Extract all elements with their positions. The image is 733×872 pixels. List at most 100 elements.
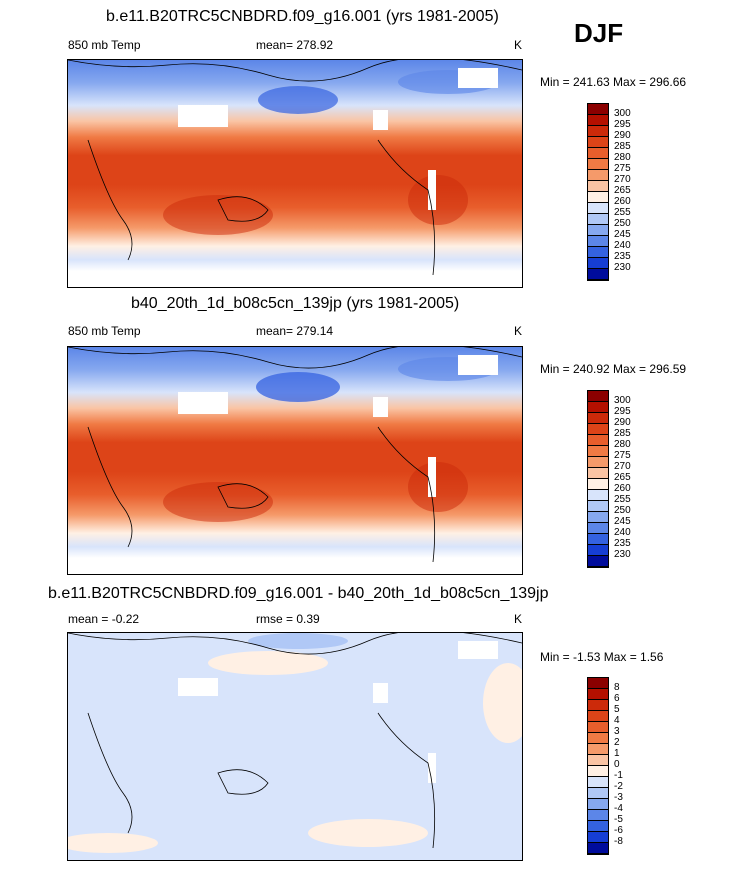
panel1-colorbar-tick-label: 260	[614, 196, 631, 207]
panel2-masked-tibet	[178, 392, 228, 414]
panel3-units-label: K	[514, 612, 523, 626]
panel2-colorbar-swatch	[588, 534, 608, 545]
panel1-map	[67, 59, 523, 288]
panel3-colorbar-swatch	[588, 711, 608, 722]
panel1-masked-rockies	[373, 110, 388, 130]
panel3-colorbar-swatch	[588, 832, 608, 843]
panel1-colorbar-swatch	[588, 269, 608, 280]
panel3-rmse-label: rmse = 0.39	[256, 612, 320, 626]
panel3-colorbar-tick-label: 5	[614, 704, 620, 715]
panel3-colorbar-tick-label: 6	[614, 693, 620, 704]
panel3-minmax-label: Min = -1.53 Max = 1.56	[540, 650, 664, 664]
panel3-colorbar-tick-label: 2	[614, 737, 620, 748]
panel1-colorbar-tick-label: 265	[614, 185, 631, 196]
panel1-colorbar-tick-label: 240	[614, 240, 631, 251]
panel2-coastline-americas	[377, 426, 436, 563]
panel3-colorbar-tick-label: 3	[614, 726, 620, 737]
panel2-colorbar-swatch	[588, 446, 608, 457]
panel1-colorbar-swatch	[588, 225, 608, 236]
panel2-colorbar-swatch	[588, 435, 608, 446]
panel3-colorbar-swatch	[588, 722, 608, 733]
panel3-positive-south	[308, 819, 428, 847]
panel1-coastline	[68, 60, 522, 82]
panel1-masked-greenland	[458, 68, 498, 88]
panel3-colorbar-tick-label: -4	[614, 803, 623, 814]
panel1-colorbar-tick-label: 275	[614, 163, 631, 174]
panel3-colorbar-tick-label: -1	[614, 770, 623, 781]
panel3-colorbar-tick-label: 0	[614, 759, 620, 770]
panel3-colorbar-swatch	[588, 733, 608, 744]
panel2-colorbar-tick-label: 255	[614, 494, 631, 505]
panel1-colorbar-swatch	[588, 203, 608, 214]
panel2-colorbar-tick-label: 235	[614, 538, 631, 549]
panel2-colorbar-swatch	[588, 545, 608, 556]
panel3-colorbar-swatch	[588, 744, 608, 755]
panel2-masked-greenland	[458, 355, 498, 375]
panel1-minmax-label: Min = 241.63 Max = 296.66	[540, 75, 687, 89]
panel1-colorbar-swatch	[588, 192, 608, 203]
panel1-colorbar-tick-label: 290	[614, 130, 631, 141]
panel1-siberia-cold	[258, 86, 338, 114]
panel1-coastline-australia	[217, 196, 269, 222]
panel1-mean-label: mean= 278.92	[256, 38, 334, 52]
panel2-colorbar-tick-label: 250	[614, 505, 631, 516]
panel2-colorbar-tick-label: 240	[614, 527, 631, 538]
panel2-map	[67, 346, 523, 575]
panel2-colorbar-tick-label: 265	[614, 472, 631, 483]
panel1-colorbar-swatch	[588, 115, 608, 126]
panel1-masked-andes	[428, 170, 436, 210]
panel2-colorbar-swatch	[588, 501, 608, 512]
panel2-colorbar-tick-label: 230	[614, 549, 631, 560]
panel1-colorbar-swatch	[588, 137, 608, 148]
panel3-mean-label: mean = -0.22	[68, 612, 140, 626]
panel2-colorbar-tick-label: 290	[614, 417, 631, 428]
panel1-colorbar-swatch	[588, 104, 608, 115]
panel1-title: b.e11.B20TRC5CNBDRD.f09_g16.001 (yrs 198…	[106, 8, 499, 25]
panel2-colorbar-tick-label: 275	[614, 450, 631, 461]
panel3-colorbar-tick-label: -2	[614, 781, 623, 792]
panel2-masked-rockies	[373, 397, 388, 417]
panel1-colorbar-swatch	[588, 236, 608, 247]
panel1-tropics-warm	[163, 195, 273, 235]
panel3-masked-tibet	[178, 678, 218, 696]
panel3-colorbar-tick-label: 1	[614, 748, 620, 759]
panel3-positive-southwest	[68, 833, 158, 853]
panel3-masked-greenland	[458, 641, 498, 659]
panel2-colorbar: 300 295 290 285 280 275 270 265 260 255 250 245 240 2…	[587, 390, 631, 568]
panel3-colorbar-swatch	[588, 766, 608, 777]
panel2-variable-label: 850 mb Temp	[68, 324, 141, 338]
panel2-colorbar-swatch	[588, 468, 608, 479]
panel1-colorbar-tick-label: 280	[614, 152, 631, 163]
panel1-colorbar-swatch	[588, 247, 608, 258]
panel2-colorbar-tick-label: 245	[614, 516, 631, 527]
panel1-colorbar-tick-label: 300	[614, 108, 631, 119]
panel3-colorbar-tick-label: 8	[614, 682, 620, 693]
panel3-colorbar-tick-label: -6	[614, 825, 623, 836]
panel1-masked-tibet	[178, 105, 228, 127]
panel2-units-label: K	[514, 324, 523, 338]
panel2-colorbar-tick-label: 300	[614, 395, 631, 406]
panel3-colorbar-swatch	[588, 799, 608, 810]
panel3-negative-arctic	[248, 633, 348, 649]
panel2-coastline-australia	[217, 483, 269, 509]
panel3-colorbar-swatch	[588, 821, 608, 832]
panel1-southamerica-warm	[408, 175, 468, 225]
panel3-colorbar-swatch	[588, 810, 608, 821]
panel2-tropics-warm	[163, 482, 273, 522]
panel2-coastline	[68, 347, 522, 369]
panel2-colorbar-swatch	[588, 512, 608, 523]
panel2-colorbar-tick-label: 280	[614, 439, 631, 450]
panel1-colorbar-swatch	[588, 148, 608, 159]
panel3-coastline-africa	[87, 712, 133, 834]
panel3-colorbar-swatch	[588, 843, 608, 854]
panel3-coastline-americas	[377, 712, 436, 849]
panel1-colorbar-swatch	[588, 170, 608, 181]
panel3-colorbar-swatch	[588, 700, 608, 711]
panel2-colorbar-swatch	[588, 402, 608, 413]
panel1-colorbar-swatch	[588, 258, 608, 269]
panel2-colorbar-tick-label: 285	[614, 428, 631, 439]
panel2-colorbar-swatch	[588, 556, 608, 567]
panel3-title: b.e11.B20TRC5CNBDRD.f09_g16.001 - b40_20…	[48, 585, 549, 602]
panel1-colorbar-tick-label: 235	[614, 251, 631, 262]
panel1-colorbar-swatch	[588, 159, 608, 170]
